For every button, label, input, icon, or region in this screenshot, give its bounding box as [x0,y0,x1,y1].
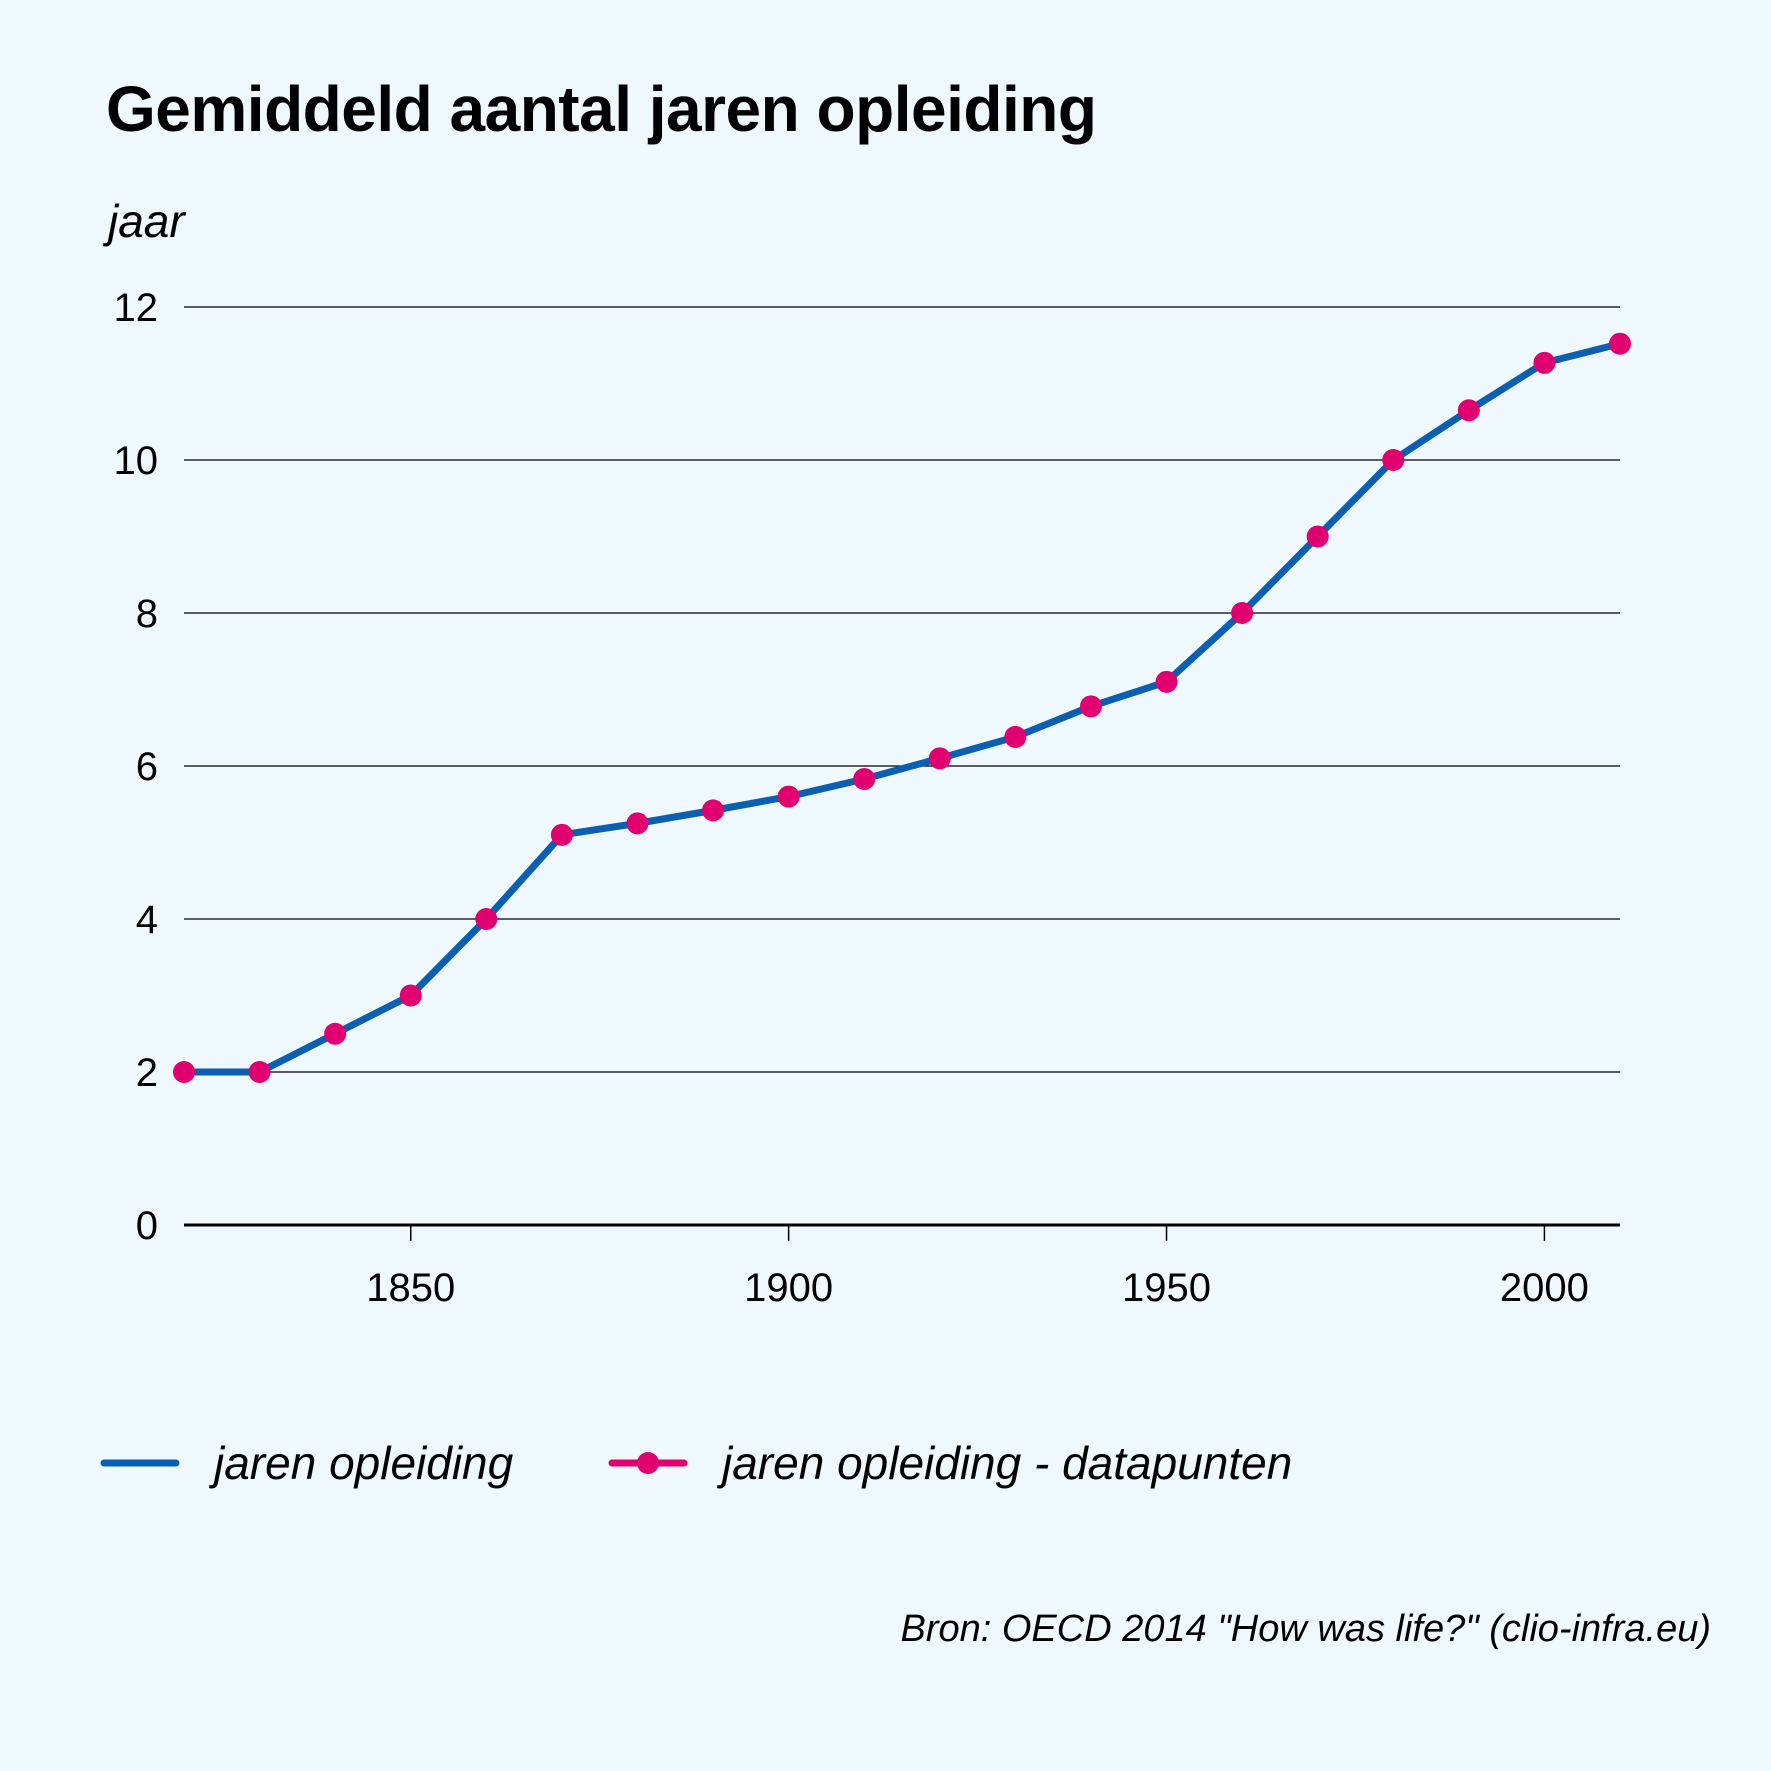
data-point-1900 [777,785,800,808]
y-axis-unit-label: jaar [108,195,185,247]
data-point-2000 [1533,351,1556,374]
data-point-1940 [1079,695,1102,718]
x-axis: 1850 1900 1950 2000 [184,1223,1620,1310]
data-point-1860 [475,908,498,930]
data-point-1970 [1306,525,1329,548]
data-point-1980 [1382,449,1405,471]
source-note: Bron: OECD 2014 "How was life?" (clio-in… [900,1608,1711,1650]
data-point-1840 [324,1022,347,1045]
data-point-1890 [702,799,725,822]
x-tick-label: 1850 [366,1266,455,1310]
data-point-1960 [1231,602,1254,624]
y-tick-label: 8 [136,592,158,636]
legend: jaren opleiding jaren opleiding - datapun… [100,1437,1292,1489]
x-tick-label: 1900 [744,1266,833,1310]
series-line-group [180,340,1624,1076]
y-tick-label: 4 [136,898,158,942]
gridlines [184,306,1620,1073]
chart-title: Gemiddeld aantal jaren opleiding [106,73,1097,145]
y-tick-label: 12 [114,286,159,330]
legend-label-line: jaren opleiding [208,1437,514,1489]
x-tick-label: 2000 [1500,1266,1589,1310]
data-point-1850 [399,984,422,1007]
series-points-group [173,332,1631,1083]
y-tick-label: 6 [136,745,158,789]
data-point-1870 [550,823,573,846]
y-axis-ticks: 0 2 4 6 8 10 12 [114,286,159,1248]
data-point-2010 [1609,332,1631,355]
y-tick-label: 0 [136,1204,158,1248]
y-tick-label: 2 [136,1051,158,1095]
x-tick-label: 1950 [1122,1266,1211,1310]
data-point-1910 [853,768,876,791]
legend-label-points: jaren opleiding - datapunten [716,1437,1292,1489]
data-point-1830 [248,1061,271,1083]
data-point-1920 [928,747,951,770]
data-point-1820 [173,1061,195,1083]
data-point-1950 [1155,670,1178,693]
data-point-1930 [1004,725,1027,748]
data-point-1990 [1457,399,1480,422]
series-line-jaren-opleiding [180,340,1624,1076]
y-tick-label: 10 [114,439,159,483]
data-point-1880 [626,812,649,835]
legend-points-swatch-dot [637,1452,659,1474]
